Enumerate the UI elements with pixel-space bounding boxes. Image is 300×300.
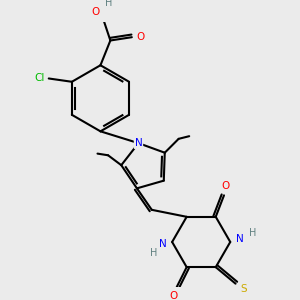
Text: O: O [221,181,230,191]
Text: O: O [92,8,100,17]
Text: H: H [105,0,112,8]
Text: S: S [241,284,247,294]
Text: N: N [135,138,142,148]
Text: N: N [159,238,167,249]
Text: Cl: Cl [34,74,45,83]
Text: O: O [169,291,178,300]
Text: H: H [150,248,158,257]
Text: H: H [249,228,256,238]
Text: O: O [136,32,144,42]
Text: N: N [236,234,244,244]
